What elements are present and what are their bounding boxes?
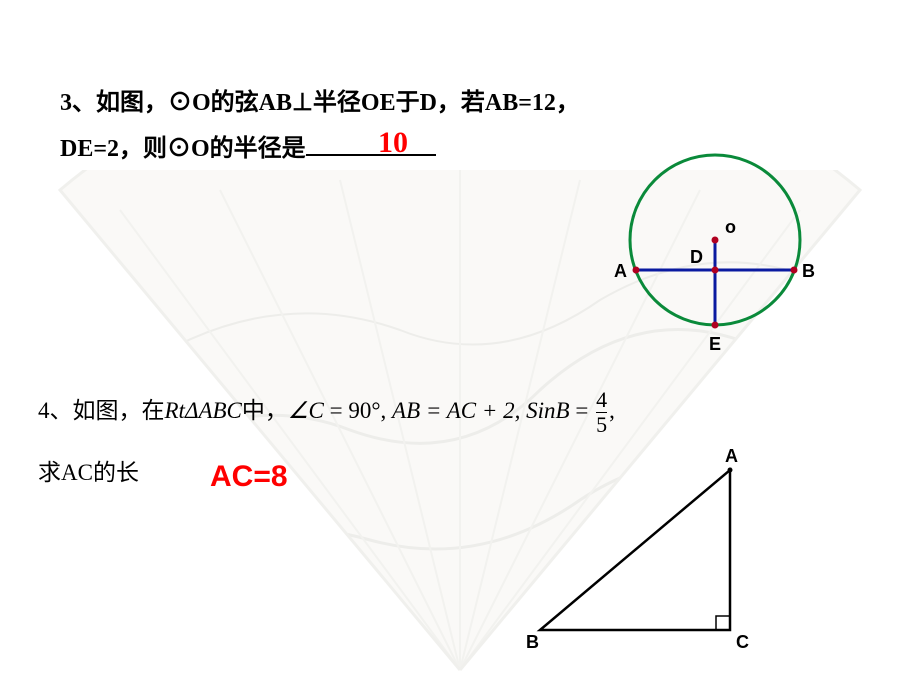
label-A2: A [725, 446, 738, 466]
label-B: B [802, 261, 815, 281]
q4-figure: A B C [520, 440, 790, 670]
q4-rt: Rt [165, 398, 185, 423]
q4-mid: 中， [242, 398, 288, 423]
q4-triangle: ΔABC [185, 398, 242, 423]
q4-SinB: SinB [526, 398, 569, 423]
q4-AB: AB [392, 398, 420, 423]
label-O: o [725, 217, 736, 237]
q4-tail: , [609, 398, 615, 423]
q4-line2-text: 求AC的长 [38, 460, 139, 485]
q4-eq90: = 90°, [324, 398, 392, 423]
q4-angleC: ∠C [288, 398, 324, 423]
label-D: D [690, 247, 703, 267]
q3-blank [306, 136, 436, 156]
q4-answer: AC=8 [210, 460, 288, 494]
q3-answer: 10 [378, 126, 408, 160]
q3-line1: 3、如图，⊙O的弦AB⊥半径OE于D，若AB=12， [60, 90, 580, 116]
q3-figure: o D A B E [590, 145, 830, 365]
question-4: 4、如图，在RtΔABC中，∠C = 90°, AB = AC + 2, Sin… [38, 388, 898, 437]
q4-fraction: 45 [596, 388, 607, 437]
q3-line2a: DE=2，则⊙O的半径是 [60, 136, 306, 162]
label-A: A [614, 261, 627, 281]
q4-eqsign: = [570, 398, 594, 423]
q4-num: 4 [596, 388, 607, 412]
q4-eqAC2: = AC + 2, [420, 398, 526, 423]
label-E: E [709, 334, 721, 354]
label-C2: C [736, 632, 749, 652]
label-B2: B [526, 632, 539, 652]
q4-den: 5 [596, 412, 607, 437]
q4-line2: 求AC的长 [38, 453, 139, 487]
q4-prefix: 4、如图，在 [38, 398, 165, 423]
